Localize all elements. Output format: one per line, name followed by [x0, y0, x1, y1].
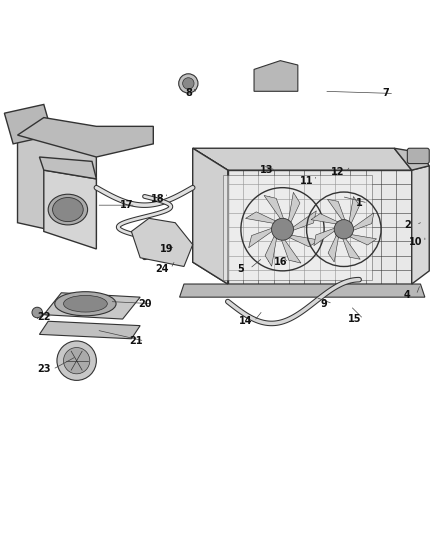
Circle shape — [57, 341, 96, 381]
Polygon shape — [246, 212, 277, 223]
Text: 20: 20 — [138, 298, 151, 309]
Text: 5: 5 — [237, 264, 244, 273]
Polygon shape — [314, 228, 335, 246]
Polygon shape — [193, 148, 228, 284]
FancyArrowPatch shape — [297, 216, 314, 228]
Text: 10: 10 — [410, 237, 423, 247]
Text: 12: 12 — [331, 167, 344, 177]
Text: 19: 19 — [160, 244, 173, 254]
Polygon shape — [265, 235, 277, 266]
Polygon shape — [44, 170, 96, 249]
FancyBboxPatch shape — [407, 148, 429, 164]
FancyArrowPatch shape — [251, 231, 268, 242]
Ellipse shape — [55, 292, 116, 316]
Polygon shape — [254, 61, 298, 91]
Text: 23: 23 — [37, 365, 50, 374]
FancyArrowPatch shape — [269, 197, 281, 215]
Circle shape — [64, 348, 90, 374]
Circle shape — [334, 220, 353, 239]
FancyArrowPatch shape — [284, 244, 296, 261]
Text: 16: 16 — [274, 257, 287, 267]
Text: 21: 21 — [129, 336, 142, 346]
FancyArrowPatch shape — [294, 238, 314, 243]
FancyArrowPatch shape — [269, 241, 273, 261]
Polygon shape — [223, 174, 372, 280]
Text: 9: 9 — [321, 298, 328, 309]
Text: 2: 2 — [404, 220, 411, 230]
Ellipse shape — [48, 194, 88, 225]
Polygon shape — [328, 235, 339, 262]
Polygon shape — [264, 196, 284, 220]
Text: 13: 13 — [261, 165, 274, 175]
Polygon shape — [349, 235, 377, 245]
Text: 24: 24 — [155, 264, 169, 273]
Text: 1: 1 — [356, 198, 363, 208]
Polygon shape — [292, 211, 316, 231]
Circle shape — [272, 219, 293, 240]
Circle shape — [179, 74, 198, 93]
Polygon shape — [39, 321, 140, 339]
Polygon shape — [193, 148, 228, 284]
Polygon shape — [44, 293, 140, 319]
Polygon shape — [4, 104, 53, 144]
Polygon shape — [328, 199, 345, 221]
Text: 14: 14 — [239, 316, 252, 326]
Ellipse shape — [53, 198, 83, 222]
Polygon shape — [349, 197, 360, 224]
Text: 17: 17 — [120, 200, 134, 210]
Polygon shape — [180, 284, 425, 297]
FancyArrowPatch shape — [292, 198, 296, 218]
Text: 18: 18 — [151, 193, 165, 204]
Polygon shape — [394, 148, 429, 170]
Polygon shape — [228, 170, 412, 284]
Text: 15: 15 — [348, 314, 361, 324]
Polygon shape — [131, 219, 193, 266]
Polygon shape — [193, 148, 412, 170]
Polygon shape — [18, 118, 96, 240]
Text: 4: 4 — [404, 290, 411, 300]
Polygon shape — [39, 157, 96, 179]
Text: 7: 7 — [382, 88, 389, 99]
Polygon shape — [288, 235, 319, 247]
Polygon shape — [249, 228, 273, 248]
Polygon shape — [343, 238, 360, 259]
Circle shape — [183, 78, 194, 89]
Ellipse shape — [64, 295, 107, 312]
Polygon shape — [311, 214, 339, 224]
Text: 11: 11 — [300, 176, 313, 186]
Polygon shape — [18, 118, 153, 157]
Circle shape — [32, 307, 42, 318]
Polygon shape — [412, 166, 429, 284]
Text: 22: 22 — [37, 312, 50, 322]
Polygon shape — [353, 213, 374, 231]
Polygon shape — [281, 239, 301, 263]
Text: 8: 8 — [185, 88, 192, 99]
FancyArrowPatch shape — [251, 216, 271, 220]
Polygon shape — [288, 192, 300, 223]
